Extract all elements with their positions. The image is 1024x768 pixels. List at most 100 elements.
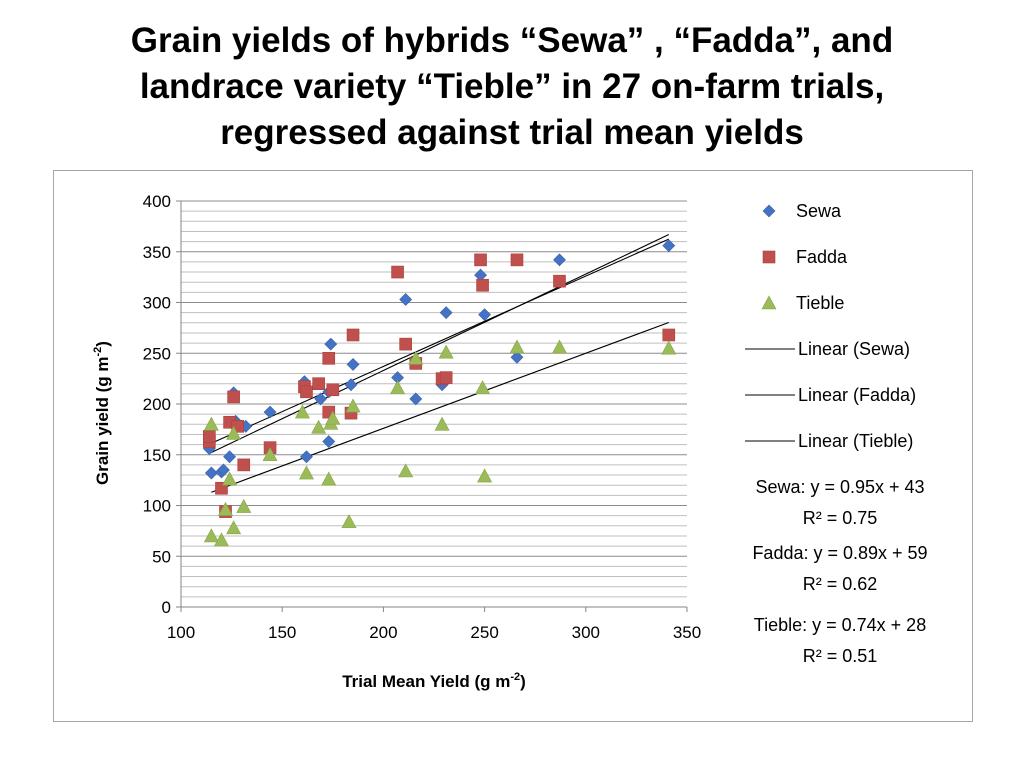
title-line-1: Grain yields of hybrids “Sewa” , “Fadda”… [130, 21, 894, 60]
data-point-tieble [311, 419, 327, 434]
legend-label-fadda: Fadda [796, 247, 848, 267]
x-tick-label: 250 [470, 623, 498, 642]
data-point-sewa [300, 450, 313, 464]
r-squared-fadda: R² = 0.62 [803, 574, 878, 594]
slide-title: Grain yields of hybrids “Sewa” , “Fadda”… [0, 18, 1024, 156]
data-point-fadda [203, 430, 216, 443]
data-point-tieble [262, 447, 278, 462]
data-point-fadda [391, 265, 404, 279]
data-point-sewa [510, 350, 524, 364]
data-point-sewa [344, 378, 358, 392]
data-point-sewa [409, 392, 423, 406]
equation-sewa: Sewa: y = 0.95x + 43 [755, 477, 924, 497]
data-point-fadda [510, 253, 524, 267]
data-point-fadda [326, 383, 340, 397]
data-point-fadda [322, 352, 336, 365]
r-squared-sewa: R² = 0.75 [803, 508, 878, 528]
y-tick-label: 300 [143, 294, 171, 313]
data-point-fadda [476, 278, 489, 292]
legend-label-sewa: Sewa [796, 201, 842, 221]
data-point-sewa [204, 466, 218, 480]
data-point-tieble [203, 416, 219, 431]
data-point-tieble [398, 463, 414, 478]
data-point-tieble [226, 520, 242, 535]
title-line-3: regressed against trial mean yields [220, 113, 804, 152]
data-point-tieble [226, 425, 242, 440]
trendline-tieble [211, 321, 669, 493]
data-point-sewa [346, 357, 360, 371]
y-tick-label: 200 [143, 395, 171, 414]
data-point-tieble [551, 339, 567, 354]
data-point-tieble [434, 416, 450, 431]
data-point-tieble [218, 501, 234, 516]
x-axis-label: Trial Mean Yield (g m-2) [342, 671, 526, 691]
data-point-sewa [263, 405, 277, 419]
data-point-tieble [294, 404, 310, 419]
data-point-tieble [341, 514, 357, 529]
y-tick-label: 150 [143, 446, 171, 465]
data-point-sewa [439, 306, 453, 320]
data-point-fadda [553, 274, 566, 288]
legend-marker-fadda [762, 250, 776, 264]
data-point-fadda [662, 328, 676, 342]
data-point-fadda [346, 328, 360, 342]
data-point-tieble [475, 380, 491, 395]
data-point-sewa [324, 337, 338, 351]
data-point-tieble [325, 410, 341, 425]
trendline-fadda [211, 238, 670, 444]
data-point-tieble [408, 350, 424, 365]
data-point-fadda [237, 458, 251, 472]
data-point-sewa [223, 450, 237, 464]
x-tick-label: 100 [167, 623, 195, 642]
data-point-tieble [222, 471, 238, 486]
y-tick-label: 400 [143, 192, 171, 211]
x-tick-label: 350 [673, 623, 701, 642]
data-point-fadda [300, 385, 313, 399]
data-point-sewa [399, 293, 413, 306]
data-point-fadda [439, 371, 453, 384]
x-tick-label: 150 [268, 623, 296, 642]
scatter-chart: 0 50 100 150 200 250 300 350 400 100 150 200 250 300 3… [92, 192, 928, 691]
data-point-tieble [438, 344, 454, 359]
y-tick-label: 50 [152, 547, 171, 566]
legend-label-linear-sewa: Linear (Sewa) [798, 339, 910, 359]
data-point-fadda [474, 253, 487, 267]
chart-area: 0 50 100 150 200 250 300 350 400 100 150 200 250 300 3… [53, 170, 973, 722]
trendline-sewa [211, 234, 670, 453]
data-point-tieble [390, 380, 406, 395]
legend-label-linear-tieble: Linear (Tieble) [798, 431, 913, 451]
data-point-tieble [236, 498, 252, 513]
data-point-tieble [661, 340, 677, 355]
data-point-tieble [321, 471, 337, 486]
legend-marker-tieble [761, 295, 777, 310]
data-point-sewa [553, 253, 566, 267]
data-point-tieble [298, 465, 314, 480]
data-point-fadda [312, 377, 325, 390]
data-point-tieble [203, 528, 219, 543]
data-point-tieble [509, 339, 525, 354]
x-tick-label: 200 [369, 623, 397, 642]
legend-label-linear-fadda: Linear (Fadda) [798, 385, 916, 405]
data-point-tieble [213, 532, 229, 547]
data-point-sewa [314, 392, 328, 406]
equation-tieble: Tieble: y = 0.74x + 28 [754, 615, 926, 635]
title-line-2: landrace variety “Tieble” in 27 on-farm … [139, 67, 885, 106]
equation-fadda: Fadda: y = 0.89x + 59 [752, 543, 927, 563]
y-tick-label: 100 [143, 497, 171, 516]
data-point-fadda [227, 390, 240, 404]
y-tick-label: 0 [162, 598, 171, 617]
data-point-sewa [217, 463, 230, 477]
data-point-fadda [399, 337, 412, 351]
data-point-sewa [662, 239, 676, 253]
data-point-tieble [345, 398, 361, 413]
y-tick-label: 250 [143, 344, 171, 363]
data-point-tieble [477, 468, 493, 483]
legend-label-tieble: Tieble [796, 293, 844, 313]
x-tick-label: 300 [572, 623, 600, 642]
data-point-sewa [322, 435, 336, 448]
data-point-sewa [478, 308, 492, 322]
y-axis-label: Grain yield (g m-2) [92, 341, 112, 485]
r-squared-tieble: R² = 0.51 [803, 646, 878, 666]
legend-marker-sewa [762, 204, 776, 218]
y-tick-label: 350 [143, 243, 171, 262]
